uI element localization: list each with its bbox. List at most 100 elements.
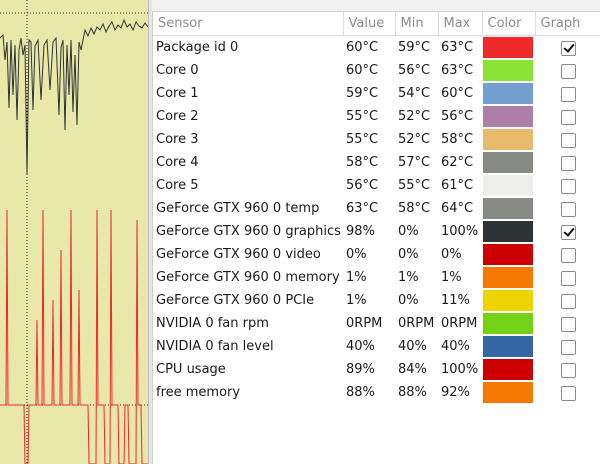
table-header-row: Sensor Value Min Max Color Graph <box>153 12 600 36</box>
color-cell <box>482 381 535 404</box>
table-row[interactable]: Core 0 60°C 56°C 63°C <box>153 59 600 82</box>
color-swatch[interactable] <box>483 82 533 104</box>
sensor-value-cell: 40% <box>346 338 375 354</box>
sensor-max-cell: 62°C <box>441 154 474 170</box>
column-header-graph[interactable]: Graph <box>535 12 600 36</box>
color-cell <box>482 197 535 220</box>
sensor-value-cell: 63°C <box>346 200 379 216</box>
sensor-min-cell: 57°C <box>398 154 431 170</box>
sensor-name-cell: Core 3 <box>156 131 199 147</box>
color-swatch[interactable] <box>483 128 533 150</box>
sensor-value-cell: 60°C <box>346 62 379 78</box>
table-row[interactable]: Core 1 59°C 54°C 60°C <box>153 82 600 105</box>
sensor-min-cell: 0RPM <box>398 315 435 331</box>
sensor-min-cell: 55°C <box>398 177 431 193</box>
graph-checkbox[interactable] <box>560 110 576 125</box>
column-header-max[interactable]: Max <box>438 12 483 36</box>
sensor-name-cell: Core 0 <box>156 62 199 78</box>
graph-checkbox[interactable] <box>560 87 576 102</box>
table-row[interactable]: GeForce GTX 960 0 graphics 98% 0% 100% <box>153 220 600 243</box>
table-row[interactable]: NVIDIA 0 fan level 40% 40% 40% <box>153 335 600 358</box>
sensor-name-cell: GeForce GTX 960 0 PCIe <box>156 292 315 308</box>
panel-splitter[interactable] <box>148 0 152 464</box>
column-header-min[interactable]: Min <box>395 12 439 36</box>
sensor-name-cell: NVIDIA 0 fan rpm <box>156 315 269 331</box>
sensor-value-cell: 0RPM <box>346 315 383 331</box>
graph-checkbox[interactable] <box>560 133 576 148</box>
graph-checkbox[interactable] <box>560 340 576 355</box>
sensor-name-cell: Core 2 <box>156 108 199 124</box>
graph-checkbox[interactable] <box>560 317 576 332</box>
graph-cell <box>535 35 600 59</box>
color-swatch[interactable] <box>483 381 533 403</box>
color-cell <box>482 358 535 381</box>
table-row[interactable]: free memory 88% 88% 92% <box>153 381 600 404</box>
sensor-max-cell: 58°C <box>441 131 474 147</box>
table-row[interactable]: Core 3 55°C 52°C 58°C <box>153 128 600 151</box>
color-swatch[interactable] <box>483 197 533 219</box>
graph-checkbox[interactable] <box>560 225 576 240</box>
sensor-history-graph <box>0 0 148 464</box>
color-swatch[interactable] <box>483 151 533 173</box>
graph-checkbox[interactable] <box>560 294 576 309</box>
color-cell <box>482 35 535 59</box>
sensor-min-cell: 52°C <box>398 131 431 147</box>
graph-trace-temperature <box>0 18 148 176</box>
sensor-name-cell: GeForce GTX 960 0 memory <box>156 269 340 285</box>
color-swatch[interactable] <box>483 358 533 380</box>
color-swatch[interactable] <box>483 243 533 265</box>
sensor-name-cell: Package id 0 <box>156 39 239 55</box>
graph-checkbox[interactable] <box>560 64 576 79</box>
graph-cell <box>535 82 600 105</box>
graph-cell <box>535 197 600 220</box>
graph-checkbox[interactable] <box>560 202 576 217</box>
graph-checkbox[interactable] <box>560 248 576 263</box>
graph-checkbox[interactable] <box>560 41 576 56</box>
table-row[interactable]: NVIDIA 0 fan rpm 0RPM 0RPM 0RPM <box>153 312 600 335</box>
graph-cell <box>535 105 600 128</box>
color-swatch[interactable] <box>483 36 533 58</box>
graph-checkbox[interactable] <box>560 386 576 401</box>
color-swatch[interactable] <box>483 174 533 196</box>
sensor-min-cell: 59°C <box>398 39 431 55</box>
color-cell <box>482 151 535 174</box>
table-row[interactable]: Package id 0 60°C 59°C 63°C <box>153 35 600 59</box>
graph-checkbox[interactable] <box>560 271 576 286</box>
table-row[interactable]: GeForce GTX 960 0 memory 1% 1% 1% <box>153 266 600 289</box>
sensor-min-cell: 0% <box>398 223 419 239</box>
sensor-min-cell: 54°C <box>398 85 431 101</box>
sensor-value-cell: 56°C <box>346 177 379 193</box>
color-swatch[interactable] <box>483 59 533 81</box>
graph-checkbox[interactable] <box>560 363 576 378</box>
sensor-value-cell: 58°C <box>346 154 379 170</box>
color-swatch[interactable] <box>483 105 533 127</box>
color-swatch[interactable] <box>483 289 533 311</box>
sensor-max-cell: 0RPM <box>441 315 478 331</box>
color-swatch[interactable] <box>483 335 533 357</box>
graph-cell <box>535 243 600 266</box>
sensor-min-cell: 58°C <box>398 200 431 216</box>
column-header-color[interactable]: Color <box>482 12 536 36</box>
table-row[interactable]: Core 2 55°C 52°C 56°C <box>153 105 600 128</box>
color-swatch[interactable] <box>483 266 533 288</box>
table-row[interactable]: CPU usage 89% 84% 100% <box>153 358 600 381</box>
sensor-value-cell: 98% <box>346 223 375 239</box>
graph-canvas <box>0 0 148 464</box>
sensor-min-cell: 52°C <box>398 108 431 124</box>
column-header-sensor[interactable]: Sensor <box>153 12 344 36</box>
table-row[interactable]: Core 5 56°C 55°C 61°C <box>153 174 600 197</box>
table-row[interactable]: GeForce GTX 960 0 video 0% 0% 0% <box>153 243 600 266</box>
sensor-name-cell: free memory <box>156 384 241 400</box>
graph-trace-utilization <box>0 209 148 464</box>
color-swatch[interactable] <box>483 220 533 242</box>
column-header-value[interactable]: Value <box>343 12 396 36</box>
graph-checkbox[interactable] <box>560 179 576 194</box>
graph-checkbox[interactable] <box>560 156 576 171</box>
color-swatch[interactable] <box>483 312 533 334</box>
sensor-name-cell: NVIDIA 0 fan level <box>156 338 274 354</box>
table-row[interactable]: GeForce GTX 960 0 temp 63°C 58°C 64°C <box>153 197 600 220</box>
graph-cell <box>535 59 600 82</box>
table-row[interactable]: Core 4 58°C 57°C 62°C <box>153 151 600 174</box>
table-row[interactable]: GeForce GTX 960 0 PCIe 1% 0% 11% <box>153 289 600 312</box>
sensor-name-cell: Core 1 <box>156 85 199 101</box>
